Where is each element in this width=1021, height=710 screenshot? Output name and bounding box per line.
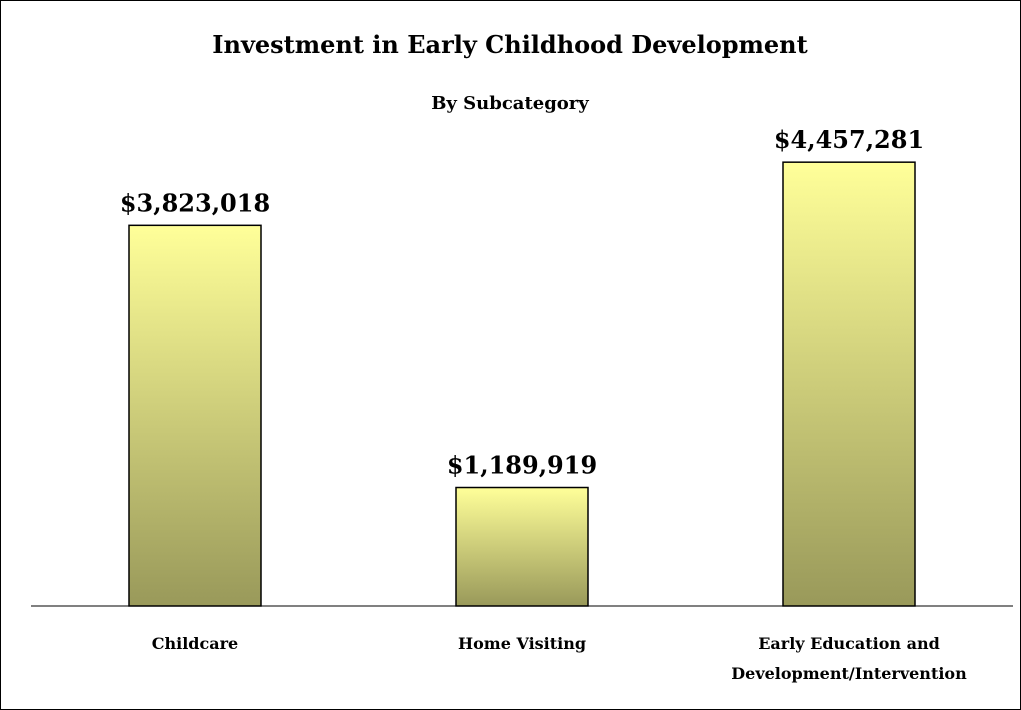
category-label-3-line-2: Development/Intervention — [731, 664, 967, 683]
data-label-2: $1,189,919 — [447, 451, 597, 480]
category-label-1: Childcare — [152, 634, 238, 653]
data-label-1: $3,823,018 — [120, 188, 270, 217]
data-label-3: $4,457,281 — [774, 125, 924, 154]
labels-layer: $3,823,018 Childcare $1,189,919 Home Visiti… — [120, 125, 967, 683]
chart-subtitle: By Subcategory — [431, 93, 589, 114]
bars-layer — [128, 161, 916, 607]
bar-2 — [455, 486, 589, 607]
chart-title: Investment in Early Childhood Developmen… — [212, 30, 807, 59]
bar-3 — [782, 161, 916, 607]
category-label-3-line-1: Early Education and — [758, 634, 940, 653]
category-label-2: Home Visiting — [458, 634, 586, 653]
bar-1 — [128, 224, 262, 607]
